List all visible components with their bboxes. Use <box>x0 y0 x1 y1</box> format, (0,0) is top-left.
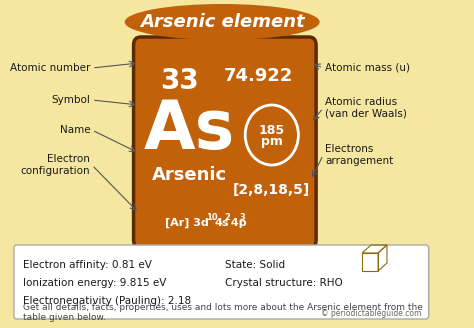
Text: [2,8,18,5]: [2,8,18,5] <box>233 183 310 197</box>
Text: 74.922: 74.922 <box>224 67 293 85</box>
Text: 3: 3 <box>240 214 246 222</box>
Text: Arsenic: Arsenic <box>152 166 227 184</box>
Text: 4p: 4p <box>228 218 247 228</box>
Text: pm: pm <box>261 135 283 149</box>
Text: Get all details, facts, properties, uses and lots more about the Arsenic element: Get all details, facts, properties, uses… <box>23 303 423 322</box>
Text: 10: 10 <box>206 214 218 222</box>
Text: As: As <box>144 97 235 163</box>
Text: Electron
configuration: Electron configuration <box>20 154 90 176</box>
Text: © periodictableguide.com: © periodictableguide.com <box>321 309 421 318</box>
Text: Electron affinity: 0.81 eV: Electron affinity: 0.81 eV <box>23 260 152 270</box>
Text: 185: 185 <box>259 124 285 136</box>
FancyBboxPatch shape <box>14 245 428 319</box>
Text: State: Solid: State: Solid <box>225 260 285 270</box>
Text: Crystal structure: RHO: Crystal structure: RHO <box>225 278 343 288</box>
Text: Ionization energy: 9.815 eV: Ionization energy: 9.815 eV <box>23 278 166 288</box>
Text: Name: Name <box>60 125 90 135</box>
Text: 4s: 4s <box>214 218 228 228</box>
Text: Electrons
arrangement: Electrons arrangement <box>325 144 393 166</box>
Text: [Ar] 3d: [Ar] 3d <box>165 218 209 228</box>
Ellipse shape <box>125 4 319 40</box>
Text: Electronegativity (Pauling): 2.18: Electronegativity (Pauling): 2.18 <box>23 296 191 306</box>
FancyBboxPatch shape <box>134 37 316 248</box>
Text: 33: 33 <box>160 67 199 95</box>
Text: Atomic radius
(van der Waals): Atomic radius (van der Waals) <box>325 97 407 119</box>
Text: 2: 2 <box>224 214 230 222</box>
Text: Symbol: Symbol <box>51 95 90 105</box>
Text: Arsenic element: Arsenic element <box>140 13 305 31</box>
Text: Atomic mass (u): Atomic mass (u) <box>325 63 410 73</box>
Text: Atomic number: Atomic number <box>10 63 90 73</box>
